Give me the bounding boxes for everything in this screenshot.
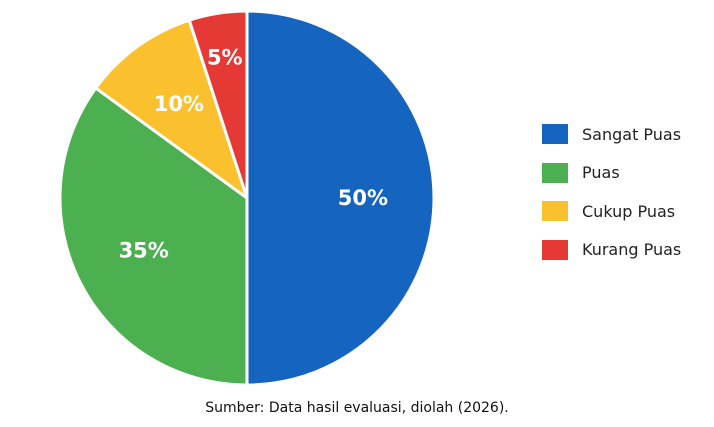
chart-legend: Sangat Puas Puas Cukup Puas Kurang Puas xyxy=(542,124,681,278)
legend-item-kurang-puas: Kurang Puas xyxy=(542,239,682,260)
legend-swatch xyxy=(542,201,568,221)
slice-label-cukup-puas: 10% xyxy=(154,92,204,116)
legend-item-cukup-puas: Cukup Puas xyxy=(542,201,681,221)
legend-swatch xyxy=(542,239,568,260)
legend-label: Sangat Puas xyxy=(582,124,682,144)
legend-label: Kurang Puas xyxy=(582,240,682,259)
pie-slice-sangat-puas xyxy=(245,9,436,387)
legend-item-puas: Puas xyxy=(542,162,681,183)
legend-label: Cukup Puas xyxy=(582,201,676,221)
legend-swatch xyxy=(542,162,568,183)
source-note: Sumber: Data hasil evaluasi, diolah (202… xyxy=(205,400,509,416)
slice-label-puas: 35% xyxy=(119,239,169,263)
pie-slices xyxy=(58,9,436,387)
slice-label-sangat-puas: 50% xyxy=(338,186,388,210)
pie-slice-kurang-puas xyxy=(187,9,249,200)
legend-item-sangat-puas: Sangat Puas xyxy=(542,124,681,144)
pie-slice-puas xyxy=(58,86,249,387)
legend-label: Puas xyxy=(582,163,620,182)
pie-slice-cukup-puas xyxy=(94,18,249,200)
slice-label-kurang-puas: 5% xyxy=(207,46,243,70)
pie-slice-labels: 50% 35% 10%5% xyxy=(119,46,389,263)
legend-swatch xyxy=(542,124,568,144)
